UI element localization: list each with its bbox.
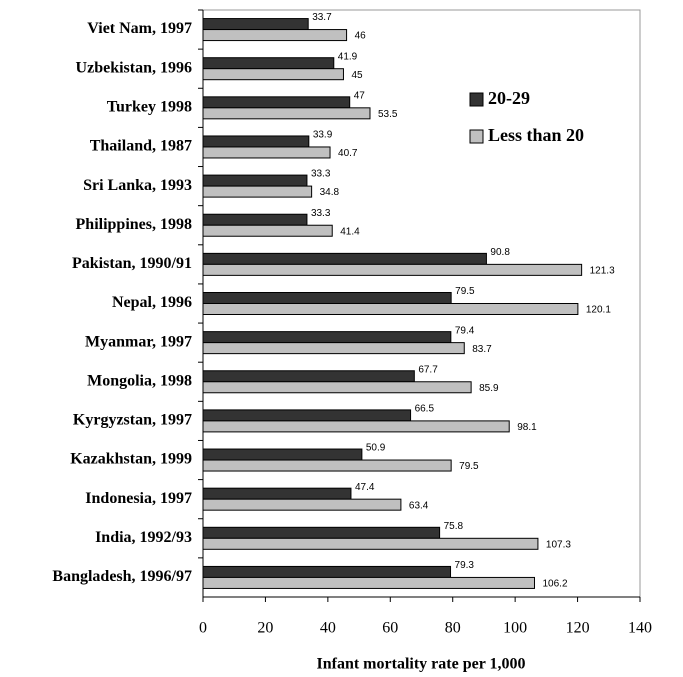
bar <box>202 381 472 394</box>
value-label: 107.3 <box>546 539 571 550</box>
value-label: 53.5 <box>378 109 398 120</box>
value-label: 46 <box>355 31 367 42</box>
legend-label: 20-29 <box>488 88 530 108</box>
bar <box>202 146 331 159</box>
value-label: 47.4 <box>355 482 375 493</box>
x-tick-label: 20 <box>257 620 273 637</box>
bar <box>202 292 452 304</box>
value-label: 66.5 <box>415 404 435 415</box>
bar <box>202 96 351 109</box>
y-tick-label: Thailand, 1987 <box>90 138 192 155</box>
value-label: 79.4 <box>455 325 475 336</box>
bar <box>202 487 352 500</box>
bar <box>202 498 402 511</box>
x-tick-label: 80 <box>445 620 461 637</box>
value-label: 120.1 <box>586 305 611 316</box>
value-label: 41.9 <box>338 51 358 62</box>
bar <box>202 565 452 578</box>
value-label: 106.2 <box>542 579 567 590</box>
bar <box>202 224 333 237</box>
bar <box>202 576 535 589</box>
value-label: 33.7 <box>312 12 332 23</box>
value-label: 67.7 <box>418 364 438 375</box>
y-tick-label: Pakistan, 1990/91 <box>72 255 192 272</box>
bar <box>202 213 308 226</box>
y-tick-label: Mongolia, 1998 <box>87 372 192 389</box>
bar <box>202 303 579 315</box>
value-label: 34.8 <box>320 187 340 198</box>
value-label: 121.3 <box>590 266 615 277</box>
bar <box>202 331 452 344</box>
y-tick-label: Bangladesh, 1996/97 <box>52 568 192 585</box>
x-tick-label: 0 <box>199 620 207 637</box>
y-tick-label: Turkey 1998 <box>107 99 192 116</box>
bar <box>202 409 412 422</box>
value-label: 75.8 <box>444 521 464 532</box>
value-label: 45 <box>351 70 363 81</box>
bar <box>202 174 308 187</box>
bar <box>202 342 465 355</box>
value-label: 90.8 <box>490 247 510 258</box>
y-tick-label: Philippines, 1998 <box>76 216 192 233</box>
bar <box>202 263 583 276</box>
bar <box>202 252 487 265</box>
x-tick-label: 120 <box>566 620 590 637</box>
value-label: 98.1 <box>517 422 537 433</box>
x-tick-label: 40 <box>320 620 336 637</box>
y-tick-label: Uzbekistan, 1996 <box>76 59 192 76</box>
value-label: 33.3 <box>311 208 331 219</box>
bar <box>202 185 313 198</box>
bar <box>202 18 309 31</box>
x-tick-label: 60 <box>382 620 398 637</box>
bar <box>202 420 510 433</box>
bar <box>202 537 539 550</box>
bar <box>202 107 371 120</box>
value-label: 79.3 <box>455 560 475 571</box>
y-tick-label: Kyrgyzstan, 1997 <box>73 412 192 429</box>
bar <box>202 29 348 42</box>
y-tick-label: Myanmar, 1997 <box>85 333 192 350</box>
y-tick-label: Sri Lanka, 1993 <box>83 177 192 194</box>
y-tick-label: India, 1992/93 <box>95 529 192 546</box>
legend-swatch <box>469 92 484 107</box>
value-label: 79.5 <box>459 461 479 472</box>
bar <box>202 135 310 148</box>
value-label: 79.5 <box>455 286 475 297</box>
value-label: 85.9 <box>479 383 499 394</box>
legend-label: Less than 20 <box>488 125 584 145</box>
value-label: 63.4 <box>409 500 429 511</box>
bar <box>202 68 344 81</box>
x-tick-label: 140 <box>628 620 652 637</box>
value-label: 47 <box>354 90 366 101</box>
value-label: 33.9 <box>313 130 333 141</box>
value-label: 41.4 <box>340 226 360 237</box>
legend-swatch <box>469 129 484 144</box>
x-tick-label: 100 <box>503 620 527 637</box>
bar <box>202 459 452 472</box>
value-label: 50.9 <box>366 443 386 454</box>
bar <box>202 57 335 70</box>
y-tick-label: Kazakhstan, 1999 <box>70 451 192 468</box>
bar <box>202 448 363 461</box>
y-tick-label: Indonesia, 1997 <box>85 490 192 507</box>
y-tick-label: Viet Nam, 1997 <box>87 20 192 37</box>
value-label: 83.7 <box>472 344 492 355</box>
bar <box>202 370 415 383</box>
value-label: 33.3 <box>311 169 331 180</box>
y-tick-label: Nepal, 1996 <box>112 294 192 311</box>
x-axis-title: Infant mortality rate per 1,000 <box>317 656 526 673</box>
value-label: 40.7 <box>338 148 358 159</box>
bar <box>202 526 441 539</box>
